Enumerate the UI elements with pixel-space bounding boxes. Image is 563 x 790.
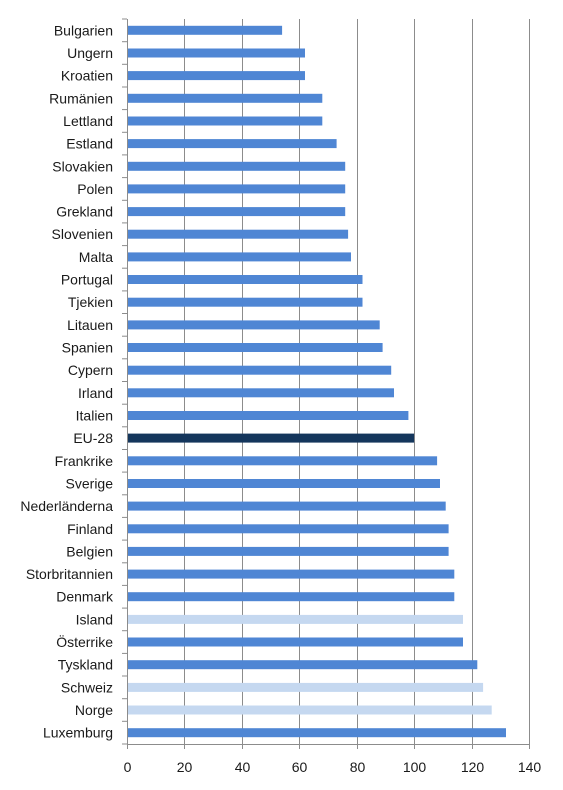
category-label: Tjekien (68, 294, 113, 310)
category-label: Nederländerna (20, 498, 113, 514)
category-label: Irland (78, 385, 113, 401)
category-label: Cypern (68, 362, 113, 378)
category-label: Portugal (61, 272, 113, 288)
bar-italien (127, 411, 409, 420)
bar-kroatien (127, 71, 305, 81)
gridlines (184, 19, 530, 744)
category-label: Spanien (62, 340, 113, 356)
bars (127, 25, 506, 738)
category-label: Luxemburg (43, 725, 113, 741)
bar-portugal (127, 275, 363, 284)
bar-storbritannien (127, 569, 455, 579)
category-label: Denmark (56, 589, 114, 605)
category-label: Slovenien (52, 226, 114, 242)
category-label: Bulgarien (54, 22, 113, 38)
bar-rumänien (127, 93, 323, 103)
category-label: Kroatien (61, 68, 113, 84)
bar-cypern (127, 365, 392, 375)
bar-grekland (127, 207, 346, 217)
category-label: Tyskland (58, 657, 113, 673)
category-labels: Bulgarien Ungern Kroatien Rumänien Lettland E… (20, 22, 114, 740)
x-axis: 0 20 40 60 80 100 120 140 (122, 18, 542, 775)
category-label: Malta (79, 249, 113, 265)
bar-luxemburg (127, 728, 506, 738)
category-label: Frankrike (55, 453, 114, 469)
category-label: Ungern (67, 45, 113, 61)
bar-estland (127, 139, 337, 149)
bar-litauen (127, 320, 380, 330)
bar-norge (127, 705, 492, 715)
x-tick-label: 60 (292, 759, 308, 775)
bar-polen (127, 184, 346, 194)
bar-nederländerna (127, 501, 446, 511)
x-tick-label: 0 (124, 759, 132, 775)
bar-sverige (127, 479, 440, 488)
category-label: Italien (76, 408, 113, 424)
x-tick-label: 40 (235, 759, 251, 775)
bar-malta (127, 252, 351, 262)
category-label: Grekland (56, 204, 113, 220)
category-label: Finland (67, 521, 113, 537)
category-label: Storbritannien (26, 566, 113, 582)
category-label: Österrike (56, 633, 113, 650)
category-label: Belgien (66, 543, 113, 559)
x-tick-label: 20 (177, 759, 193, 775)
x-tick-label: 100 (403, 759, 427, 775)
bar-eu-28 (127, 433, 415, 443)
category-label: Sverige (66, 476, 114, 492)
category-label: Island (76, 611, 113, 627)
bar-finland (127, 524, 449, 534)
category-label: Lettland (63, 113, 113, 129)
bar-tyskland (127, 660, 478, 670)
bar-schweiz (127, 682, 484, 692)
x-tick-label: 80 (350, 759, 366, 775)
category-label: Norge (75, 702, 113, 718)
bar-ungern (127, 48, 305, 58)
bar-irland (127, 388, 394, 398)
bar-frankrike (127, 456, 438, 466)
category-label: EU-28 (73, 430, 113, 446)
x-tick-label: 120 (461, 759, 485, 775)
bar-tjekien (127, 297, 363, 307)
category-label: Rumänien (49, 90, 113, 106)
bar-lettland (127, 116, 323, 126)
category-label: Estland (66, 136, 113, 152)
bar-spanien (127, 343, 383, 352)
bar-island (127, 614, 463, 624)
bar-österrike (127, 637, 463, 647)
category-label: Slovakien (52, 158, 113, 174)
x-tick-label: 140 (518, 759, 542, 775)
category-label: Litauen (67, 317, 113, 333)
category-label: Polen (77, 181, 113, 197)
bar-slovenien (127, 229, 349, 239)
bar-slovakien (127, 161, 346, 171)
category-label: Schweiz (61, 679, 113, 695)
bar-denmark (127, 592, 455, 602)
bar-bulgarien (127, 25, 283, 35)
bar-belgien (127, 546, 449, 556)
